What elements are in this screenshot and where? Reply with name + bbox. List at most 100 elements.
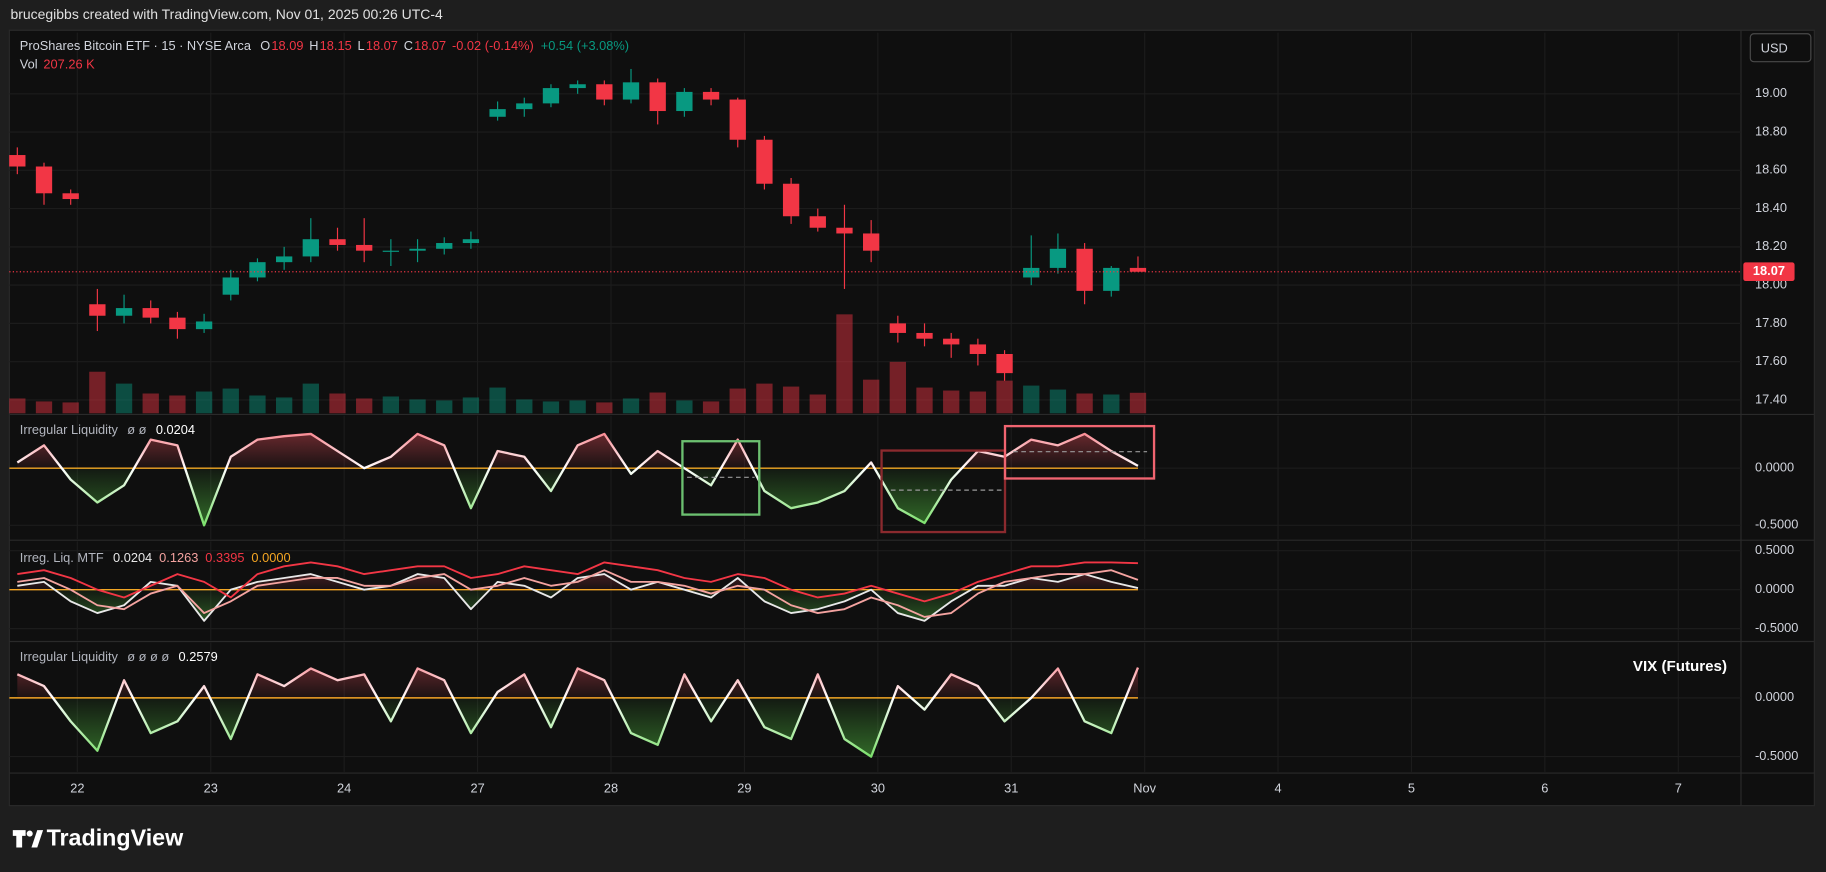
- candle-body: [249, 262, 266, 278]
- candle-body: [115, 308, 133, 316]
- y-tick-label: 17.40: [1755, 391, 1787, 406]
- line: [16, 667, 1140, 758]
- volume-bar: [35, 401, 53, 414]
- x-tick-label: 27: [470, 781, 484, 796]
- volume-bar: [115, 383, 133, 414]
- y-tick-label: 17.60: [1755, 353, 1787, 368]
- area: [17, 433, 1138, 526]
- y-tick-label: 0.0000: [1755, 581, 1794, 596]
- x-tick-label: 4: [1274, 781, 1281, 796]
- volume-bar: [889, 361, 906, 414]
- volume-bar: [1049, 389, 1067, 414]
- logo-mark: [26, 830, 33, 837]
- candle-body: [436, 243, 453, 249]
- pane-value: 0.0204: [113, 550, 152, 565]
- candle-body: [676, 91, 693, 112]
- legend-key: L: [358, 38, 365, 53]
- y-tick-label: 18.80: [1755, 123, 1787, 138]
- y-tick-label: -0.5000: [1755, 620, 1798, 635]
- candle-body: [943, 338, 960, 345]
- pane-value: 0.0204: [156, 422, 195, 437]
- currency-button[interactable]: USD: [1749, 33, 1812, 63]
- candle-body: [809, 216, 826, 228]
- x-tick-label: 5: [1408, 781, 1415, 796]
- legend-value: 18.07: [366, 38, 398, 53]
- candle-body: [275, 256, 293, 263]
- annotation-box: [880, 449, 1007, 534]
- volume-bar: [943, 390, 960, 414]
- volume-bar: [169, 395, 186, 414]
- legend-value: 18.09: [271, 38, 303, 53]
- volume-bar: [1129, 392, 1147, 414]
- volume-bar: [195, 391, 213, 414]
- x-tick-label: 28: [604, 781, 618, 796]
- candle-body: [542, 88, 560, 104]
- y-tick-label: 18.20: [1755, 238, 1787, 253]
- volume-bar: [462, 397, 480, 414]
- volume-bar: [969, 391, 987, 414]
- y-tick-label: 19.00: [1755, 85, 1787, 100]
- volume-value: 207.26 K: [43, 57, 95, 72]
- legend-change: -0.02 (-0.14%): [452, 38, 534, 53]
- volume-bar: [89, 371, 106, 414]
- button-frame[interactable]: [1749, 33, 1812, 63]
- legend-key: O: [260, 38, 270, 53]
- pane-value: 0.1263: [159, 550, 198, 565]
- y-tick-label: 0.5000: [1755, 542, 1794, 557]
- x-tick-label: 23: [204, 781, 218, 796]
- x-tick-label: 31: [1004, 781, 1018, 796]
- header-caption: brucegibbs created with TradingView.com,…: [10, 6, 443, 22]
- volume-bar: [649, 392, 666, 414]
- volume-bar: [1103, 394, 1120, 414]
- pane-value: 0.0000: [251, 550, 290, 565]
- candle-body: [889, 323, 906, 333]
- volume-bar: [729, 388, 746, 414]
- volume-bar: [542, 401, 560, 414]
- volume-bar: [489, 387, 506, 414]
- annotation-box: [1003, 424, 1156, 480]
- candle-body: [195, 321, 213, 330]
- pane-title: Irreg. Liq. MTF: [20, 550, 104, 565]
- x-tick-label: Nov: [1133, 781, 1156, 796]
- x-tick-label: 24: [337, 781, 351, 796]
- candle-body: [169, 317, 186, 330]
- volume-bar: [862, 379, 880, 414]
- candle-body: [782, 183, 800, 217]
- last-price-label: 18.07: [1753, 263, 1785, 278]
- logo-text: TradingView: [47, 825, 185, 851]
- candle-body: [996, 353, 1013, 374]
- y-tick-label: 0.0000: [1755, 460, 1794, 475]
- legend-key: H: [309, 38, 318, 53]
- candle-body: [1049, 248, 1067, 268]
- volume-label: Vol: [20, 57, 38, 72]
- y-tick-label: -0.5000: [1755, 517, 1798, 532]
- y-tick-label: 18.40: [1755, 200, 1787, 215]
- volume-bar: [222, 388, 239, 414]
- candle-body: [489, 109, 506, 117]
- pane-inputs: ø ø ø ø: [127, 649, 169, 664]
- volume-bar: [9, 398, 26, 414]
- candle-body: [622, 82, 640, 100]
- volume-bar: [142, 393, 159, 414]
- candle-body: [862, 233, 880, 251]
- y-tick-label: 0.0000: [1755, 689, 1794, 704]
- volume-bar: [1023, 385, 1040, 414]
- pane-value: 0.3395: [205, 550, 244, 565]
- volume-bar: [356, 398, 373, 414]
- candle-body: [729, 99, 746, 140]
- button-label[interactable]: USD: [1761, 40, 1788, 55]
- candle-body: [702, 91, 720, 100]
- candle-body: [62, 193, 79, 200]
- volume-bar: [622, 398, 640, 414]
- candle-body: [969, 344, 987, 354]
- candle-body: [1103, 267, 1120, 291]
- candle-body: [9, 155, 26, 167]
- volume-bar: [249, 395, 266, 414]
- symbol-title: ProShares Bitcoin ETF · 15 · NYSE Arca: [20, 38, 252, 53]
- volume-bar: [782, 386, 800, 414]
- volume-bar: [436, 400, 453, 414]
- line: [17, 573, 1139, 622]
- annotation-box: [681, 440, 761, 516]
- volume-bar: [275, 397, 293, 414]
